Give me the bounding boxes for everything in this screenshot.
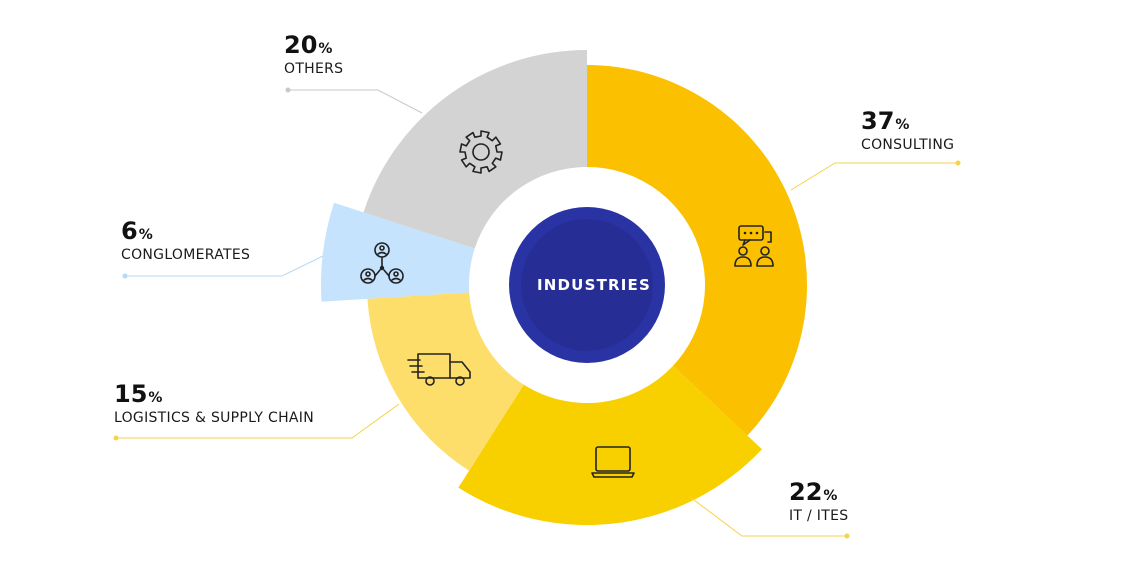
category-label-consulting: CONSULTING [861,137,954,153]
slice-it-ites [458,365,762,525]
center-disc-inner [521,219,653,351]
slices-layer [321,50,807,525]
leader-line-consulting [790,162,958,191]
leader-dot-logistics-supply-chain [113,435,119,441]
leader-line-others [288,89,423,114]
consulting-chat-people-icon [734,225,774,267]
category-label-conglomerates: CONGLOMERATES [121,247,250,263]
leader-dot-it-ites [844,533,850,539]
category-label-others: OTHERS [284,61,343,77]
delivery-truck-icon [407,353,471,386]
center-label: INDUSTRIES [537,276,651,294]
category-label-logistics-supply-chain: LOGISTICS & SUPPLY CHAIN [114,410,314,426]
percent-label-it-ites: 22% [789,478,837,506]
slice-logistics-supply-chain [367,292,524,471]
network-people-icon [360,242,404,284]
slice-others [363,50,587,249]
leader-dot-consulting [955,160,961,166]
category-label-it-ites: IT / ITES [789,508,848,524]
gear-icon [459,130,503,174]
slice-consulting [587,65,807,436]
leader-line-it-ites [689,496,847,537]
slice-conglomerates [321,202,475,302]
percent-label-others: 20% [284,31,332,59]
leader-line-conglomerates [125,255,324,277]
laptop-icon [591,446,635,478]
leader-dot-others [285,87,291,93]
leader-lines-layer [113,87,961,539]
labels-layer: 37% CONSULTING 22% IT / ITES 15% LOGISTICS & … [114,31,954,524]
percent-label-logistics-supply-chain: 15% [114,380,162,408]
percent-label-conglomerates: 6% [121,217,153,245]
leader-dot-conglomerates [122,273,128,279]
leader-line-logistics-supply-chain [116,403,400,439]
percent-label-consulting: 37% [861,107,909,135]
